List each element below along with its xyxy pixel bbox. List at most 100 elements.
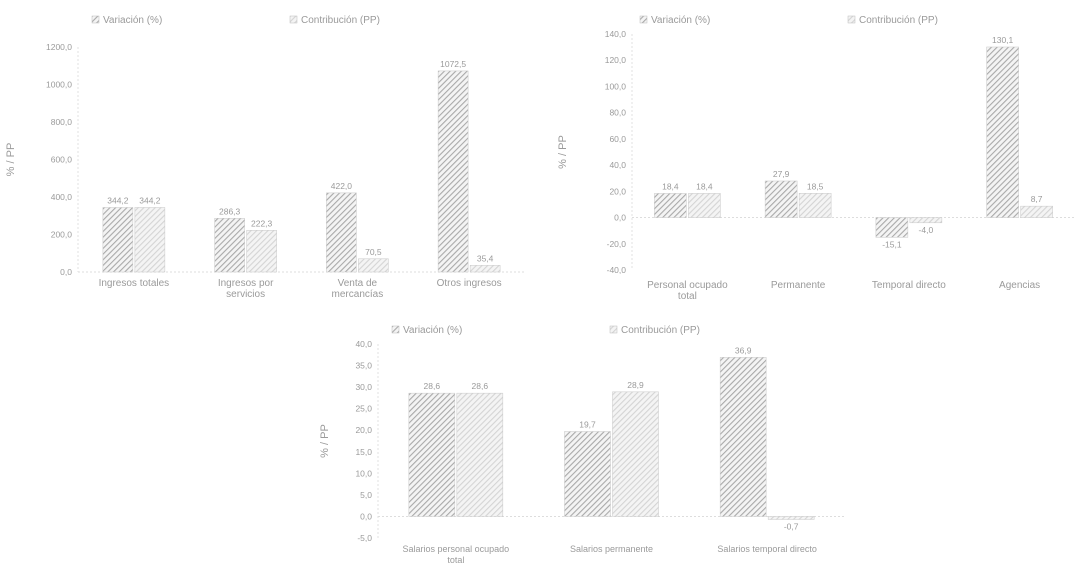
bar [688,193,721,218]
y-tick-label: 800,0 [51,117,73,127]
bar [564,431,611,517]
y-tick-label: 20,0 [355,425,372,435]
y-tick-label: -20,0 [607,239,627,249]
data-label: -4,0 [919,225,934,235]
bar [437,70,469,273]
legend-swatch [609,325,618,334]
data-label: 18,4 [662,181,679,191]
category-label: Temporal directo [872,280,946,291]
data-label: 344,2 [107,195,129,205]
legend-label: Variación (%) [103,15,162,26]
legend-label: Variación (%) [651,15,710,26]
y-tick-label: 35,0 [355,361,372,371]
y-tick-label: 1000,0 [46,80,72,90]
y-tick-label: 600,0 [51,155,73,165]
category-label: Personal ocupado [647,280,728,291]
legend-label: Variación (%) [403,325,462,336]
legend-label: Contribución (PP) [301,15,380,26]
legend-swatch [91,15,100,24]
bar [456,392,504,517]
category-label: Permanente [771,280,826,291]
data-label: 18,5 [807,181,824,191]
data-label: 222,3 [251,218,273,228]
y-tick-label: 140,0 [605,29,627,39]
y-tick-label: 1200,0 [46,42,72,52]
chart-salarios: Variación (%) Contribución (PP) % / PP -5,0… [319,325,845,564]
y-axis-label: % / PP [557,135,569,169]
chart-personal: Variación (%) Contribución (PP) % / PP -40,… [557,15,1075,302]
y-tick-label: 80,0 [609,108,626,118]
category-label: Salarios temporal directo [717,544,817,554]
data-label: 18,4 [696,181,713,191]
bar [408,392,456,517]
y-tick-label: -5,0 [357,533,372,543]
category-label: servicios [226,289,265,300]
y-tick-label: 100,0 [605,81,627,91]
data-label: 28,6 [472,381,489,391]
data-label: -0,7 [784,521,799,531]
category-label: Agencias [999,280,1040,291]
y-tick-label: 15,0 [355,447,372,457]
y-tick-label: 0,0 [614,213,626,223]
y-tick-label: -40,0 [607,265,627,275]
legend-swatch [847,15,856,24]
category-label: total [447,555,464,564]
data-label: 70,5 [365,247,382,257]
y-tick-label: 20,0 [609,186,626,196]
category-label: Salarios permanente [570,544,653,554]
data-label: 27,9 [773,169,790,179]
legend-swatch [391,325,400,334]
category-label: total [678,291,697,302]
y-tick-label: 200,0 [51,230,73,240]
category-label: Salarios personal ocupado [403,544,510,554]
y-tick-label: 25,0 [355,404,372,414]
data-label: -15,1 [882,239,902,249]
data-label: 286,3 [219,206,241,216]
y-axis-label: % / PP [319,424,331,458]
y-tick-label: 400,0 [51,192,73,202]
bar [612,391,659,517]
data-label: 130,1 [992,35,1014,45]
data-label: 28,6 [424,381,441,391]
bar [798,193,832,218]
bar [134,207,166,273]
y-tick-label: 5,0 [360,490,372,500]
data-label: 36,9 [735,345,752,355]
bar [986,46,1019,218]
bar [767,516,815,520]
category-label: Venta de [338,278,378,289]
y-tick-label: 30,0 [355,382,372,392]
data-label: 344,2 [139,195,161,205]
y-tick-label: 0,0 [60,267,72,277]
data-label: 1072,5 [440,59,466,69]
bar [246,230,277,273]
data-label: 35,4 [477,253,494,263]
data-label: 28,9 [627,380,644,390]
y-tick-label: 0,0 [360,511,372,521]
bar [909,217,943,224]
chart-ingresos: Variación (%) Contribución (PP) % / PP 0,0 2… [5,15,525,300]
bar [214,218,245,273]
y-tick-label: 10,0 [355,468,372,478]
y-tick-label: 120,0 [605,55,627,65]
data-label: 19,7 [579,420,596,430]
data-label: 422,0 [331,181,353,191]
bar [764,180,798,218]
category-label: Otros ingresos [437,278,502,289]
category-label: Ingresos por [218,278,274,289]
bar [719,357,767,517]
y-tick-label: 60,0 [609,134,626,144]
y-axis-label: % / PP [5,143,17,177]
bar [1020,205,1053,218]
y-tick-label: 40,0 [355,339,372,349]
legend-label: Contribución (PP) [859,15,938,26]
bar [358,258,389,273]
bar [469,265,501,273]
data-label: 8,7 [1031,194,1043,204]
legend-swatch [289,15,298,24]
legend-label: Contribución (PP) [621,325,700,336]
bar [102,207,134,273]
legend-swatch [639,15,648,24]
category-label: mercancías [332,289,384,300]
bar [654,193,687,218]
